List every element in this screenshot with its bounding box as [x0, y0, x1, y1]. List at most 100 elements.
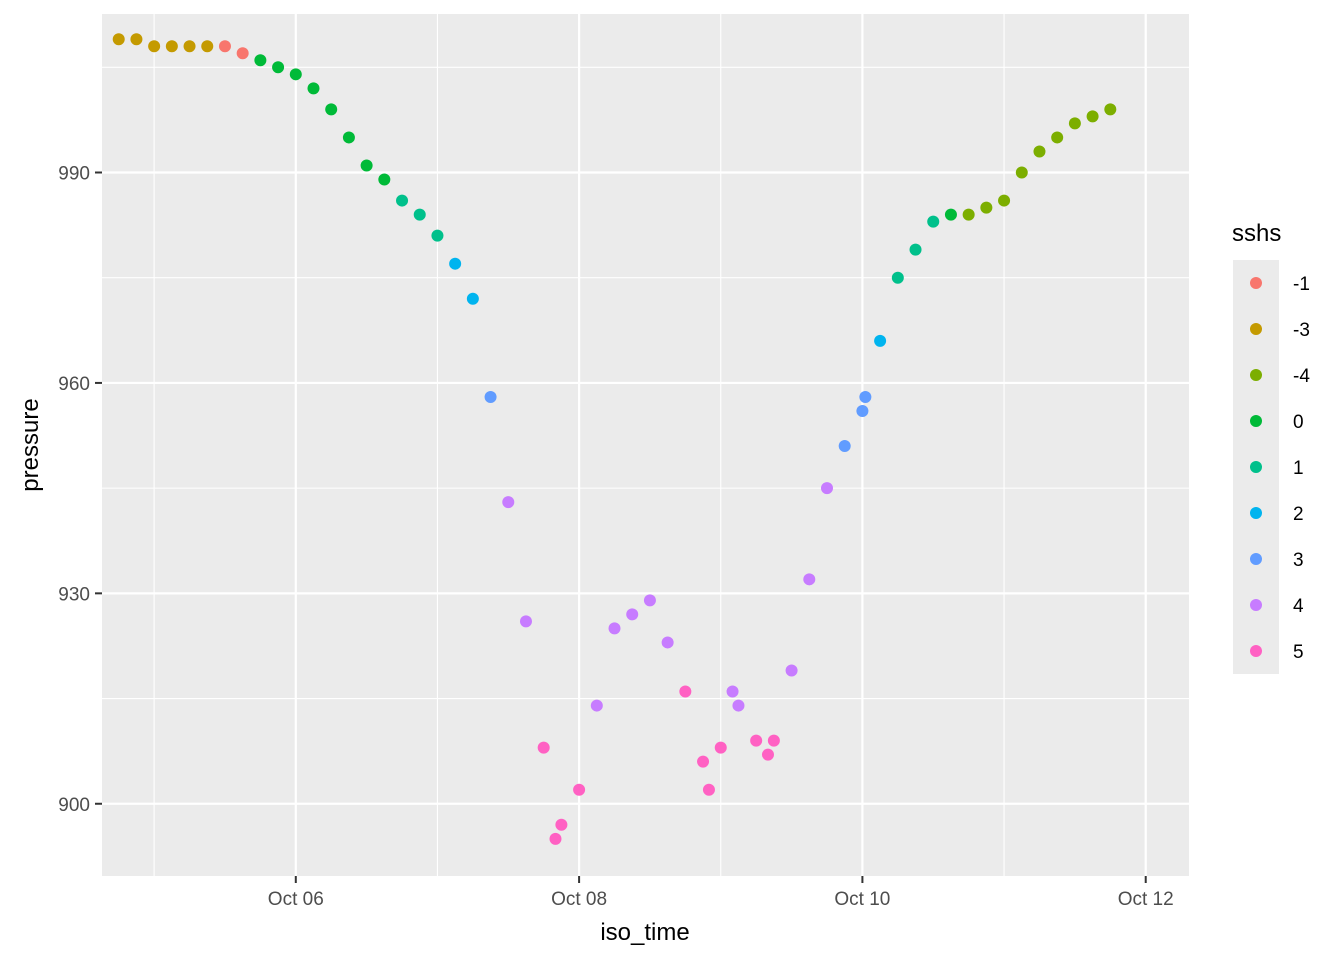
data-point [148, 40, 161, 53]
data-point [484, 390, 497, 403]
y-tick-label: 900 [58, 795, 90, 816]
minor-gridlines [102, 14, 1189, 876]
y-tick-label: 930 [58, 584, 90, 605]
data-point [1104, 103, 1117, 116]
data-point [767, 734, 780, 747]
x-tick-label: Oct 10 [834, 889, 890, 910]
data-point [573, 783, 586, 796]
data-point [413, 208, 426, 221]
legend-key [1250, 277, 1262, 289]
legend-key [1250, 369, 1262, 381]
data-points [112, 33, 1117, 845]
x-tick-label: Oct 06 [268, 889, 324, 910]
series--1 [218, 40, 249, 60]
legend-label: -3 [1293, 320, 1310, 341]
legend-entry: -1 [1250, 274, 1310, 295]
plot-panel [102, 14, 1189, 876]
data-point [254, 54, 267, 67]
legend-label: 1 [1293, 458, 1304, 479]
data-point [555, 818, 568, 831]
data-point [201, 40, 214, 53]
legend-entry: 4 [1250, 596, 1304, 617]
data-point [236, 47, 249, 60]
legend-entry: -3 [1250, 320, 1310, 341]
legend-label: -1 [1293, 274, 1310, 295]
data-point [1051, 131, 1064, 144]
data-point [1015, 166, 1028, 179]
data-point [697, 755, 710, 768]
legend-entries: -1 -3 -4 0 1 2 3 4 5 [1250, 274, 1310, 663]
data-point [750, 734, 763, 747]
data-point [732, 699, 745, 712]
data-point [289, 68, 302, 81]
data-point [856, 404, 869, 417]
data-point [891, 271, 904, 284]
data-point [679, 685, 692, 698]
legend-entry: 2 [1250, 504, 1304, 525]
data-point [803, 573, 816, 586]
legend-label: 2 [1293, 504, 1304, 525]
data-point [378, 173, 391, 186]
data-point [307, 82, 320, 95]
legend-key [1250, 599, 1262, 611]
legend-label: 5 [1293, 642, 1304, 663]
series-0 [254, 54, 957, 221]
data-point [537, 741, 550, 754]
data-point [944, 208, 957, 221]
data-point [590, 699, 603, 712]
legend-key [1250, 553, 1262, 565]
data-point [112, 33, 125, 46]
y-axis: 900 930 960 990 [58, 164, 102, 816]
data-point [726, 685, 739, 698]
legend-label: 0 [1293, 412, 1304, 433]
legend-title: sshs [1232, 220, 1281, 247]
data-point [165, 40, 178, 53]
legend-entry: -4 [1250, 366, 1310, 387]
y-axis-title: pressure [17, 398, 44, 491]
data-point [1086, 110, 1099, 123]
x-axis-title: iso_time [600, 919, 689, 946]
data-point [325, 103, 338, 116]
legend-entry: 3 [1250, 550, 1304, 571]
data-point [549, 832, 562, 845]
legend-key [1250, 645, 1262, 657]
series-3 [484, 390, 872, 453]
legend-key [1250, 323, 1262, 335]
legend-entry: 1 [1250, 458, 1304, 479]
data-point [608, 622, 621, 635]
data-point [360, 159, 373, 172]
data-point [909, 243, 922, 256]
data-point [449, 257, 462, 270]
data-point [859, 390, 872, 403]
series--4 [962, 103, 1117, 221]
series-2 [449, 257, 887, 347]
series--3 [112, 33, 214, 53]
legend-entry: 0 [1250, 412, 1304, 433]
data-point [838, 440, 851, 453]
data-point [962, 208, 975, 221]
data-point [431, 229, 444, 242]
data-point [519, 615, 532, 628]
data-point [183, 40, 196, 53]
data-point [980, 201, 993, 214]
data-point [714, 741, 727, 754]
x-tick-label: Oct 08 [551, 889, 607, 910]
data-point [927, 215, 940, 228]
legend-label: 4 [1293, 596, 1304, 617]
data-point [820, 482, 833, 495]
data-point [130, 33, 143, 46]
legend-label: 3 [1293, 550, 1304, 571]
data-point [785, 664, 798, 677]
data-point [1068, 117, 1081, 130]
series-5 [537, 685, 780, 845]
data-point [272, 61, 285, 74]
y-tick-label: 990 [58, 164, 90, 185]
data-point [218, 40, 231, 53]
legend: sshs -1 -3 -4 0 1 2 3 4 5 [1232, 220, 1310, 674]
data-point [342, 131, 355, 144]
series-4 [502, 482, 833, 712]
legend-entry: 5 [1250, 642, 1304, 663]
major-gridlines [102, 14, 1189, 876]
data-point [1033, 145, 1046, 158]
